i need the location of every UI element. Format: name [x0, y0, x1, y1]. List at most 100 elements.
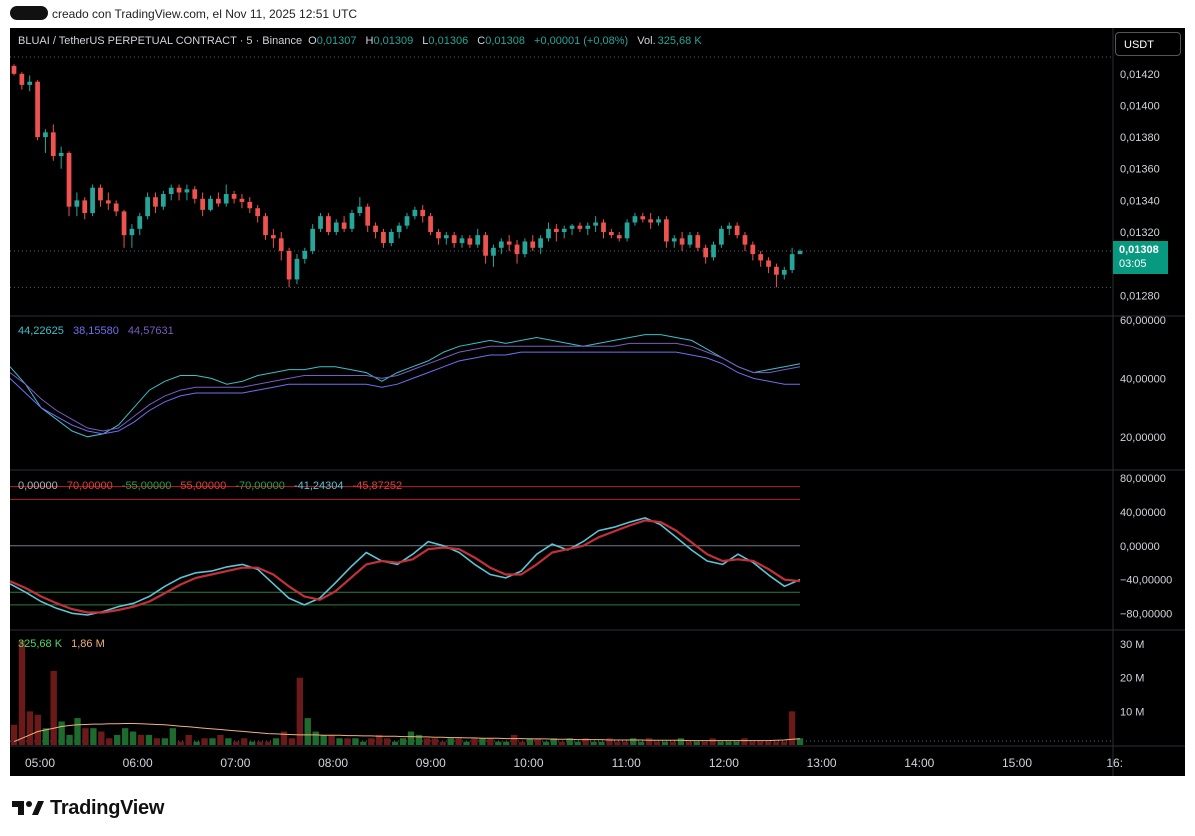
volume-bar [598, 741, 605, 745]
high-value: 0,01309 [373, 35, 414, 47]
volume-bar [360, 741, 367, 745]
stoch-legend-value-5: -70,00000 [235, 480, 285, 492]
time-tick-label: 09:00 [416, 756, 446, 770]
volume-bar [717, 741, 724, 745]
volume-legend-value-2: 1,86 M [71, 638, 105, 650]
candle-body [247, 201, 253, 209]
candle-body [475, 235, 481, 245]
candle-body [160, 194, 166, 207]
close-value: 0,01308 [485, 35, 525, 47]
candle-body [553, 228, 559, 232]
volume-bar [765, 741, 772, 745]
price-tick-label: 0,01340 [1120, 195, 1160, 207]
price-tick-label: 0,01320 [1120, 227, 1160, 239]
time-tick-label: 08:00 [318, 756, 348, 770]
volume-label: Vol. [637, 35, 656, 47]
redacted-avatar [10, 6, 48, 20]
volume-bar [201, 738, 208, 745]
volume-bar [233, 741, 240, 745]
rsi-legend-value-1: 44,22625 [18, 325, 64, 337]
candle-body [357, 206, 363, 214]
tradingview-logo[interactable]: TradingView [12, 796, 164, 820]
volume-legend: 325,68 K 1,86 M [18, 638, 111, 650]
price-tick-label: 0,01380 [1120, 132, 1160, 144]
candle-body [616, 235, 622, 239]
candle-body [561, 228, 567, 232]
candle-body [192, 189, 198, 199]
candle-body [271, 235, 276, 239]
time-tick-label: 14:00 [904, 756, 934, 770]
volume-ma-line [13, 723, 801, 743]
candle-body [90, 187, 95, 214]
volume-bar [185, 734, 192, 745]
price-tick-label: 0,01400 [1120, 100, 1160, 112]
candle-body [326, 216, 331, 232]
volume-bar [383, 738, 391, 745]
candle-body [50, 132, 56, 157]
volume-bar [630, 738, 637, 745]
stoch-tick-label: 80,00000 [1120, 473, 1166, 485]
stoch-legend-value-2: 70,00000 [66, 480, 113, 492]
volume-bar [749, 741, 756, 745]
volume-bar [534, 738, 542, 745]
time-tick-label: 12:00 [709, 756, 739, 770]
volume-bar [614, 741, 621, 745]
candle-body [750, 244, 756, 255]
candle-body [538, 238, 543, 248]
volume-bar [590, 741, 597, 745]
volume-bar [296, 677, 303, 745]
candle-body [129, 228, 135, 236]
volume-legend-value-1: 325,68 K [18, 638, 63, 650]
candle-body [671, 238, 677, 242]
volume-bar [455, 738, 462, 745]
volume-bar [447, 738, 454, 745]
candle-body [679, 238, 685, 245]
candle-body [341, 222, 347, 229]
candle-body [286, 250, 292, 280]
candle-body [648, 219, 654, 223]
stoch-tick-label: −40,00000 [1120, 575, 1172, 587]
volume-bar [733, 741, 740, 745]
volume-bar [709, 738, 716, 745]
volume-bar [582, 738, 589, 745]
volume-bar [773, 741, 780, 745]
candle-body [388, 231, 394, 244]
rsi-legend-value-2: 38,15580 [72, 325, 119, 337]
currency-button[interactable]: USDT [1115, 32, 1181, 56]
rsi-tick-label: 60,00000 [1120, 315, 1166, 327]
candle-body [98, 187, 103, 201]
candle-body [318, 216, 323, 229]
stoch-legend-value-7: -45,87252 [352, 480, 403, 492]
volume-bar [693, 741, 700, 745]
symbol-title[interactable]: BLUAI / TetherUS PERPETUAL CONTRACT · 5 … [18, 35, 303, 47]
candle-body [310, 228, 316, 251]
candle-body [546, 228, 551, 239]
volume-tick-label: 10 M [1120, 706, 1144, 718]
low-label: L [422, 35, 429, 47]
time-tick-label: 13:00 [807, 756, 837, 770]
price-tick-label: 0,01420 [1120, 69, 1160, 81]
candle-body [176, 187, 182, 193]
candle-body [113, 203, 119, 212]
volume-bar [669, 741, 677, 745]
volume-bar [518, 741, 526, 745]
candle-body [105, 200, 111, 204]
candle-body [522, 241, 528, 255]
chart-canvas[interactable] [10, 28, 1185, 776]
symbol-legend: BLUAI / TetherUS PERPETUAL CONTRACT · 5 … [18, 35, 708, 47]
candle-body [66, 152, 72, 207]
volume-bar [423, 738, 431, 745]
candle-body [514, 244, 520, 255]
volume-bar [391, 741, 399, 745]
candle-body [703, 247, 709, 258]
high-label: H [365, 35, 374, 47]
stoch-legend-value-4: 55,00000 [180, 480, 227, 492]
candle-body [640, 216, 646, 220]
credit-text: creado con TradingView.com, el Nov 11, 2… [52, 7, 358, 21]
credit-bar: creado con TradingView.com, el Nov 11, 2… [0, 0, 1195, 28]
volume-tick-label: 20 M [1120, 673, 1144, 685]
candle-body [294, 258, 300, 280]
candle-body [774, 266, 779, 275]
candle-body [420, 209, 426, 217]
